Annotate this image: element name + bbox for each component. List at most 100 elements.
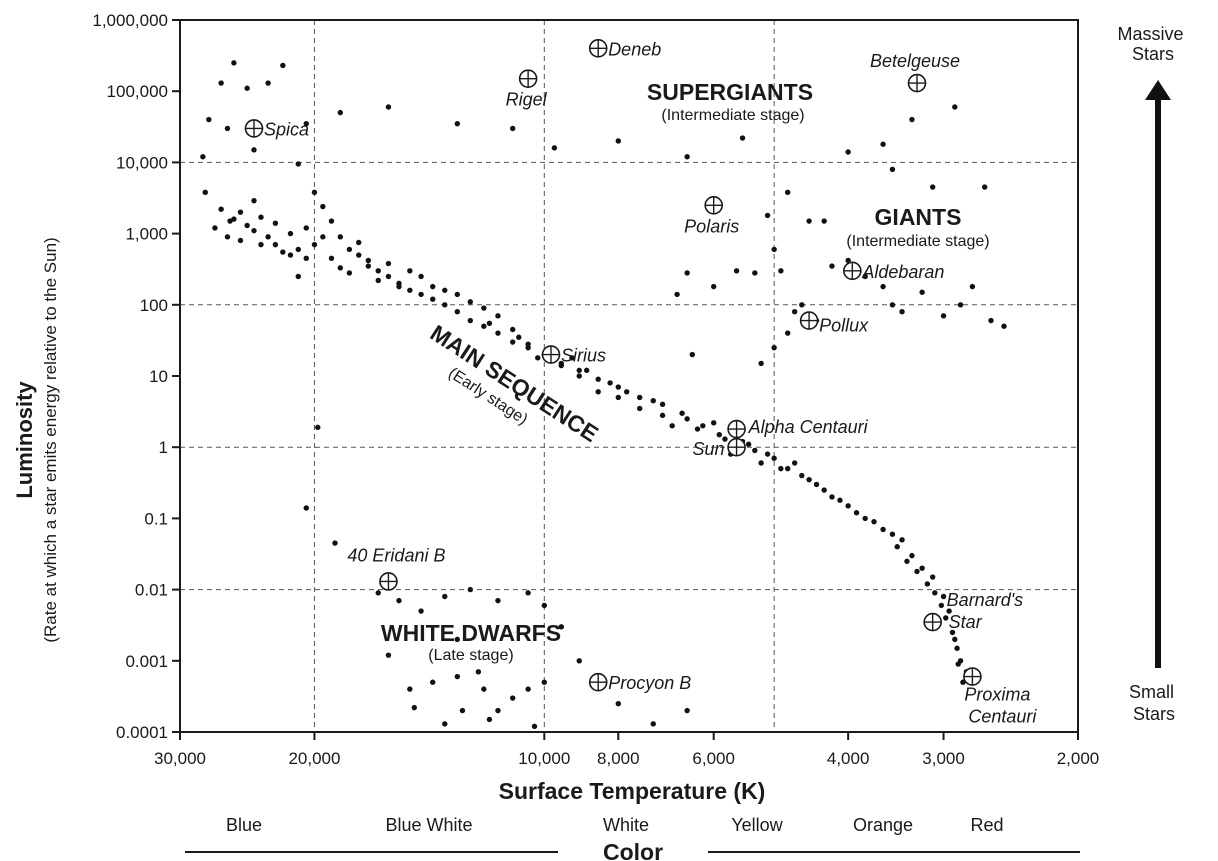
star-point bbox=[791, 460, 798, 466]
star-point bbox=[481, 686, 487, 692]
star-point bbox=[206, 116, 212, 123]
star-point bbox=[212, 225, 218, 231]
star-point bbox=[265, 80, 271, 86]
region-label-white-dwarfs: WHITE DWARFS bbox=[381, 620, 561, 646]
star-point bbox=[346, 270, 353, 276]
star-point bbox=[784, 465, 791, 472]
y-tick-label: 10 bbox=[149, 367, 168, 386]
star-point bbox=[889, 531, 896, 537]
star-point bbox=[955, 661, 961, 667]
y-axis-title: Luminosity bbox=[12, 381, 37, 499]
star-point bbox=[799, 472, 805, 479]
star-point bbox=[337, 265, 344, 271]
star-point bbox=[791, 308, 798, 315]
star-name-label: Rigel bbox=[506, 90, 548, 110]
side-label-small: Small Stars bbox=[1129, 682, 1179, 724]
star-point bbox=[583, 367, 590, 374]
star-point bbox=[272, 220, 279, 226]
star-point bbox=[615, 384, 621, 390]
star-point bbox=[396, 597, 402, 604]
star-point bbox=[752, 447, 758, 454]
star-point bbox=[871, 518, 877, 525]
star-point bbox=[952, 104, 958, 110]
x-axis-title: Surface Temperature (K) bbox=[499, 778, 766, 804]
star-point bbox=[303, 120, 309, 127]
star-name-label: Polaris bbox=[684, 216, 739, 236]
star-point bbox=[509, 695, 516, 701]
star-point bbox=[659, 412, 666, 419]
star-point bbox=[356, 252, 362, 258]
star-point bbox=[909, 116, 915, 123]
star-point bbox=[938, 602, 945, 609]
star-point bbox=[251, 197, 257, 204]
named-stars: Deneb Rigel Betelgeuse Spica Polaris Aldebara… bbox=[244, 39, 1037, 727]
color-band-blue-white: Blue White bbox=[385, 815, 472, 835]
star-point bbox=[467, 299, 474, 305]
star-name-line: Barnard's bbox=[947, 590, 1023, 610]
star-point bbox=[303, 255, 309, 261]
star-point bbox=[295, 246, 301, 253]
x-tick-label: 3,000 bbox=[922, 749, 965, 768]
star-point bbox=[821, 487, 827, 493]
star-point bbox=[311, 189, 318, 196]
star-point bbox=[481, 305, 487, 311]
star-point bbox=[385, 273, 392, 280]
star-point bbox=[607, 380, 613, 386]
y-tick-label: 0.1 bbox=[144, 509, 168, 528]
star-point bbox=[957, 302, 964, 308]
star-point bbox=[689, 351, 695, 358]
star-point bbox=[459, 707, 466, 714]
star-point bbox=[829, 494, 835, 500]
star-point bbox=[251, 147, 257, 153]
side-label-massive: Massive Stars bbox=[1117, 24, 1188, 64]
star-point bbox=[745, 441, 752, 447]
star-point bbox=[845, 257, 851, 264]
named-star: Deneb bbox=[588, 39, 661, 59]
star-point bbox=[295, 273, 301, 280]
star-point bbox=[311, 241, 318, 248]
star-point bbox=[385, 652, 392, 658]
y-tick-label: 10,000 bbox=[116, 153, 168, 172]
star-point bbox=[541, 679, 548, 685]
star-point bbox=[821, 218, 827, 224]
named-star: 40 Eridani B bbox=[347, 545, 445, 591]
star-point bbox=[454, 673, 461, 680]
star-point bbox=[200, 154, 206, 160]
named-star: Sirius bbox=[541, 345, 606, 366]
star-point bbox=[988, 317, 994, 324]
star-point bbox=[929, 184, 936, 190]
star-point bbox=[946, 608, 952, 614]
star-point bbox=[396, 280, 402, 287]
star-point bbox=[454, 636, 461, 643]
named-star: Alpha Centauri bbox=[727, 417, 869, 439]
star-point bbox=[924, 581, 931, 587]
x-axis-ticks: 30,000 20,000 10,000 8,000 6,000 4,000 3,000 2,… bbox=[154, 732, 1099, 768]
star-point bbox=[684, 416, 690, 422]
star-point bbox=[430, 679, 436, 685]
star-point bbox=[265, 234, 271, 240]
star-point bbox=[328, 218, 335, 224]
star-point bbox=[637, 405, 643, 412]
star-point bbox=[375, 590, 381, 596]
region-label-supergiants: SUPERGIANTS bbox=[647, 79, 813, 105]
data-points bbox=[200, 60, 1007, 730]
y-tick-label: 1 bbox=[159, 438, 168, 457]
star-point bbox=[558, 362, 565, 369]
star-point bbox=[509, 339, 516, 345]
y-axis-subtitle: (Rate at which a star emits energy relat… bbox=[41, 237, 60, 642]
star-point bbox=[365, 263, 372, 269]
star-point bbox=[952, 636, 958, 643]
star-point bbox=[418, 608, 424, 614]
star-point bbox=[837, 497, 843, 503]
region-label-giants: GIANTS bbox=[875, 204, 962, 230]
star-point bbox=[558, 624, 565, 630]
star-point bbox=[287, 230, 294, 237]
star-point bbox=[525, 590, 531, 596]
star-name-label: Barnard's Star bbox=[947, 590, 1023, 632]
side-label-massive-line1: Massive bbox=[1117, 24, 1183, 44]
star-point bbox=[202, 189, 208, 196]
star-point bbox=[332, 540, 338, 546]
star-point bbox=[904, 558, 910, 564]
star-point bbox=[623, 389, 630, 395]
